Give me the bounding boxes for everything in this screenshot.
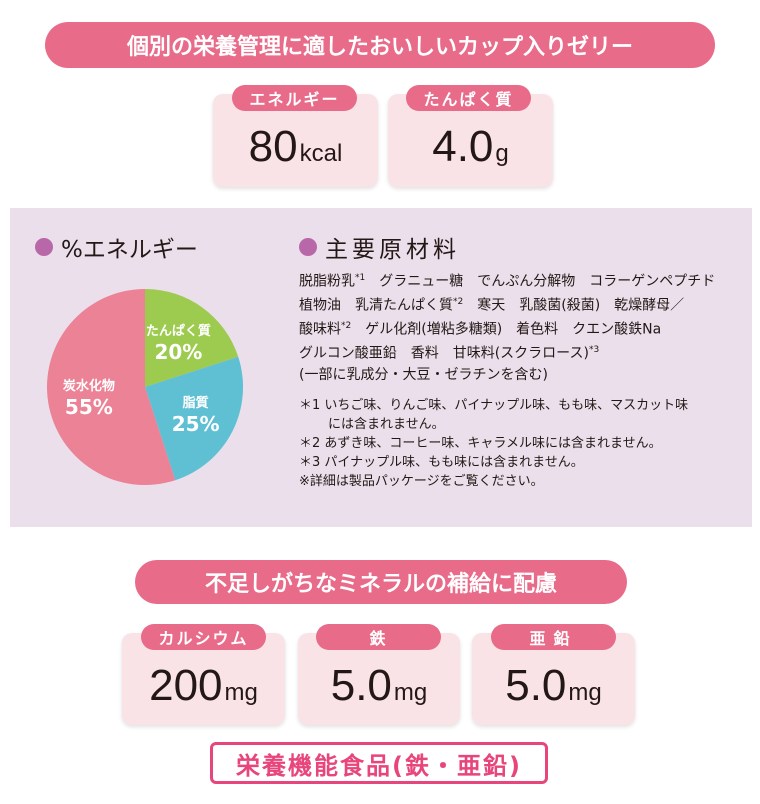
pie-value-label: 25% <box>172 412 220 436</box>
zinc-badge: 亜鉛 <box>491 624 616 650</box>
protein-unit: g <box>495 140 509 167</box>
note: ＊2 あずき味、コーヒー味、キャラメル味には含まれません。 <box>299 436 662 451</box>
ingredient-notes: ＊1 いちご味、りんご味、パイナップル味、もも味、マスカット味 には含まれません… <box>299 396 688 491</box>
bullet-icon <box>299 238 317 256</box>
iron-badge: 鉄 <box>316 624 441 650</box>
pie-value-label: 20% <box>154 340 202 364</box>
ingredient-line: グルコン酸亜鉛 香料 甘味料(スクラロース)*3 <box>299 345 600 363</box>
title-banner: 個別の栄養管理に適したおいしいカップ入りゼリー <box>45 22 715 68</box>
note: ※詳細は製品パッケージをご覧ください。 <box>299 474 544 489</box>
ingredients-list: 脱脂粉乳*1 グラニュー糖 でんぷん分解物 コラーゲンペプチド 植物油 乳清たん… <box>299 268 715 385</box>
ingredients-heading: 主要原材料 <box>299 230 460 264</box>
energy-unit: kcal <box>299 140 343 167</box>
pie-label: 脂質 <box>182 395 209 411</box>
pie-slice <box>145 356 243 481</box>
protein-badge: たんぱく質 <box>406 85 531 111</box>
ingredient-line: 酸味料*2 ゲル化剤(増粘多糖類) 着色料 クエン酸鉄Na <box>299 321 662 338</box>
note: ＊1 いちご味、りんご味、パイナップル味、もも味、マスカット味 <box>299 398 689 413</box>
pie-value-label: 55% <box>65 395 113 419</box>
energy-badge: エネルギー <box>232 85 357 111</box>
pie-slice <box>145 289 239 387</box>
energy-heading: %エネルギー <box>35 230 198 264</box>
note: ＊3 パイナップル味、もも味には含まれません。 <box>299 455 584 470</box>
bullet-icon <box>35 238 53 256</box>
zinc-unit: mg <box>568 679 602 706</box>
protein-value: 4.0 <box>432 122 494 171</box>
food-function-label: 栄養機能食品(鉄・亜鉛) <box>210 742 548 784</box>
energy-value: 80 <box>248 122 298 171</box>
ingredient-line: (一部に乳成分・大豆・ゼラチンを含む) <box>299 366 548 383</box>
pie-label: 炭水化物 <box>63 378 115 394</box>
note: には含まれません。 <box>328 417 445 432</box>
zinc-value: 5.0 <box>505 661 567 710</box>
minerals-banner: 不足しがちなミネラルの補給に配慮 <box>135 560 627 604</box>
pie-slice <box>47 289 176 485</box>
pie-label: たんぱく質 <box>146 323 211 339</box>
calcium-badge: カルシウム <box>141 624 266 650</box>
ingredient-line: 植物油 乳清たんぱく質*2 寒天 乳酸菌(殺菌) 乾燥酵母／ <box>299 297 685 314</box>
iron-unit: mg <box>393 679 428 706</box>
ingredient-line: 脱脂粉乳*1 グラニュー糖 でんぷん分解物 コラーゲンペプチド <box>299 273 716 290</box>
calcium-value: 200 <box>149 661 223 710</box>
iron-value: 5.0 <box>330 661 392 710</box>
calcium-unit: mg <box>224 679 258 706</box>
info-panel: %エネルギー たんぱく質 20% 脂質 25% 炭水化物 55% 主要原材料 脱脂粉乳*1… <box>10 208 752 527</box>
